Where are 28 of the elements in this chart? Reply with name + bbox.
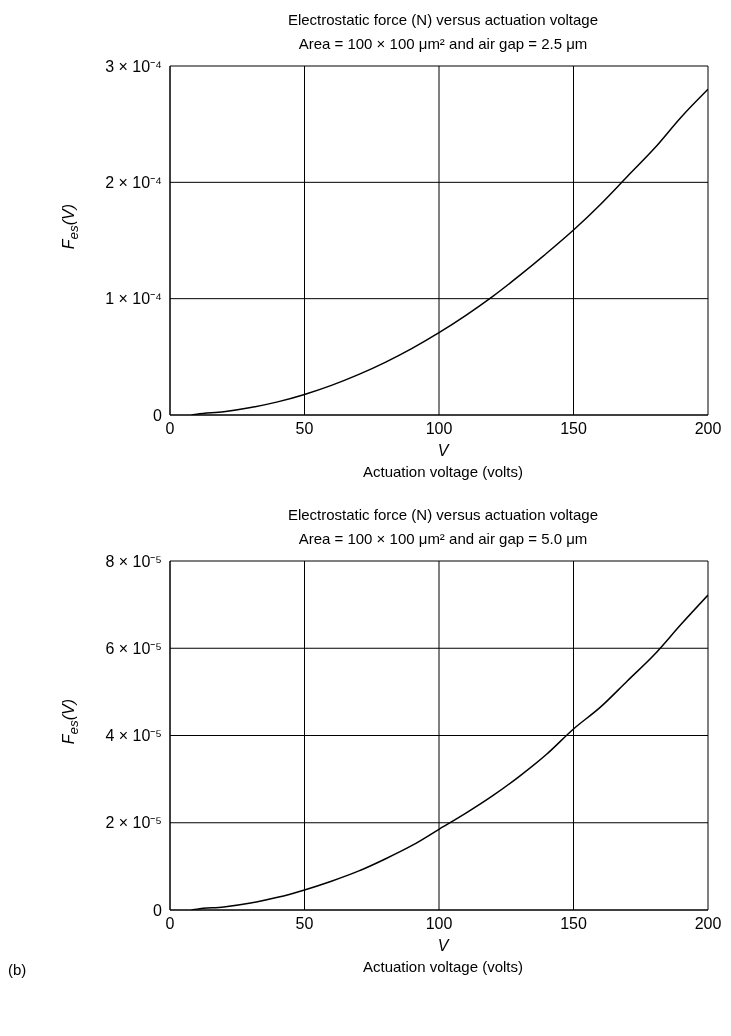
x-axis-title: V xyxy=(436,936,451,956)
x-axis-title: V xyxy=(436,441,451,461)
chart-subtitle: Area = 100 × 100 μm² and air gap = 5.0 μm xyxy=(297,529,589,549)
x-tick-label: 50 xyxy=(295,915,314,933)
x-tick-label: 200 xyxy=(694,915,722,933)
y-tick-label: 1 × 10⁻⁴ xyxy=(105,290,163,308)
text: Actuation voltage (volts) xyxy=(362,958,524,975)
y-tick-label: 0 xyxy=(153,901,163,919)
x-tick-label: 200 xyxy=(694,420,722,438)
y-tick-label: 6 × 10⁻⁵ xyxy=(105,639,162,657)
x-tick-label: 150 xyxy=(560,420,587,438)
y-tick-label: 0 xyxy=(153,406,163,424)
y-tick-label: 3 × 10⁻⁴ xyxy=(105,57,163,75)
x-tick-label: 100 xyxy=(425,420,453,438)
text: Actuation voltage (volts) xyxy=(361,462,525,482)
x-tick-label: 0 xyxy=(165,915,175,933)
chart-title: Electrostatic force (N) versus actuation voltage xyxy=(286,10,600,30)
y-tick-label: 8 × 10⁻⁵ xyxy=(105,552,162,570)
x-tick-label: 50 xyxy=(295,420,314,438)
text: (b) xyxy=(8,961,27,978)
chart-subtitle: Area = 100 × 100 μm² and air gap = 2.5 μm xyxy=(297,34,589,54)
y-tick-label: 2 × 10⁻⁴ xyxy=(105,174,163,192)
x-tick-label: 150 xyxy=(560,915,587,933)
x-tick-label: 100 xyxy=(425,915,453,933)
chart-title: Electrostatic force (N) versus actuation voltage xyxy=(286,505,600,525)
y-tick-label: 2 × 10⁻⁵ xyxy=(105,814,162,832)
x-tick-label: 0 xyxy=(165,420,175,438)
y-tick-label: 4 × 10⁻⁵ xyxy=(105,727,162,745)
